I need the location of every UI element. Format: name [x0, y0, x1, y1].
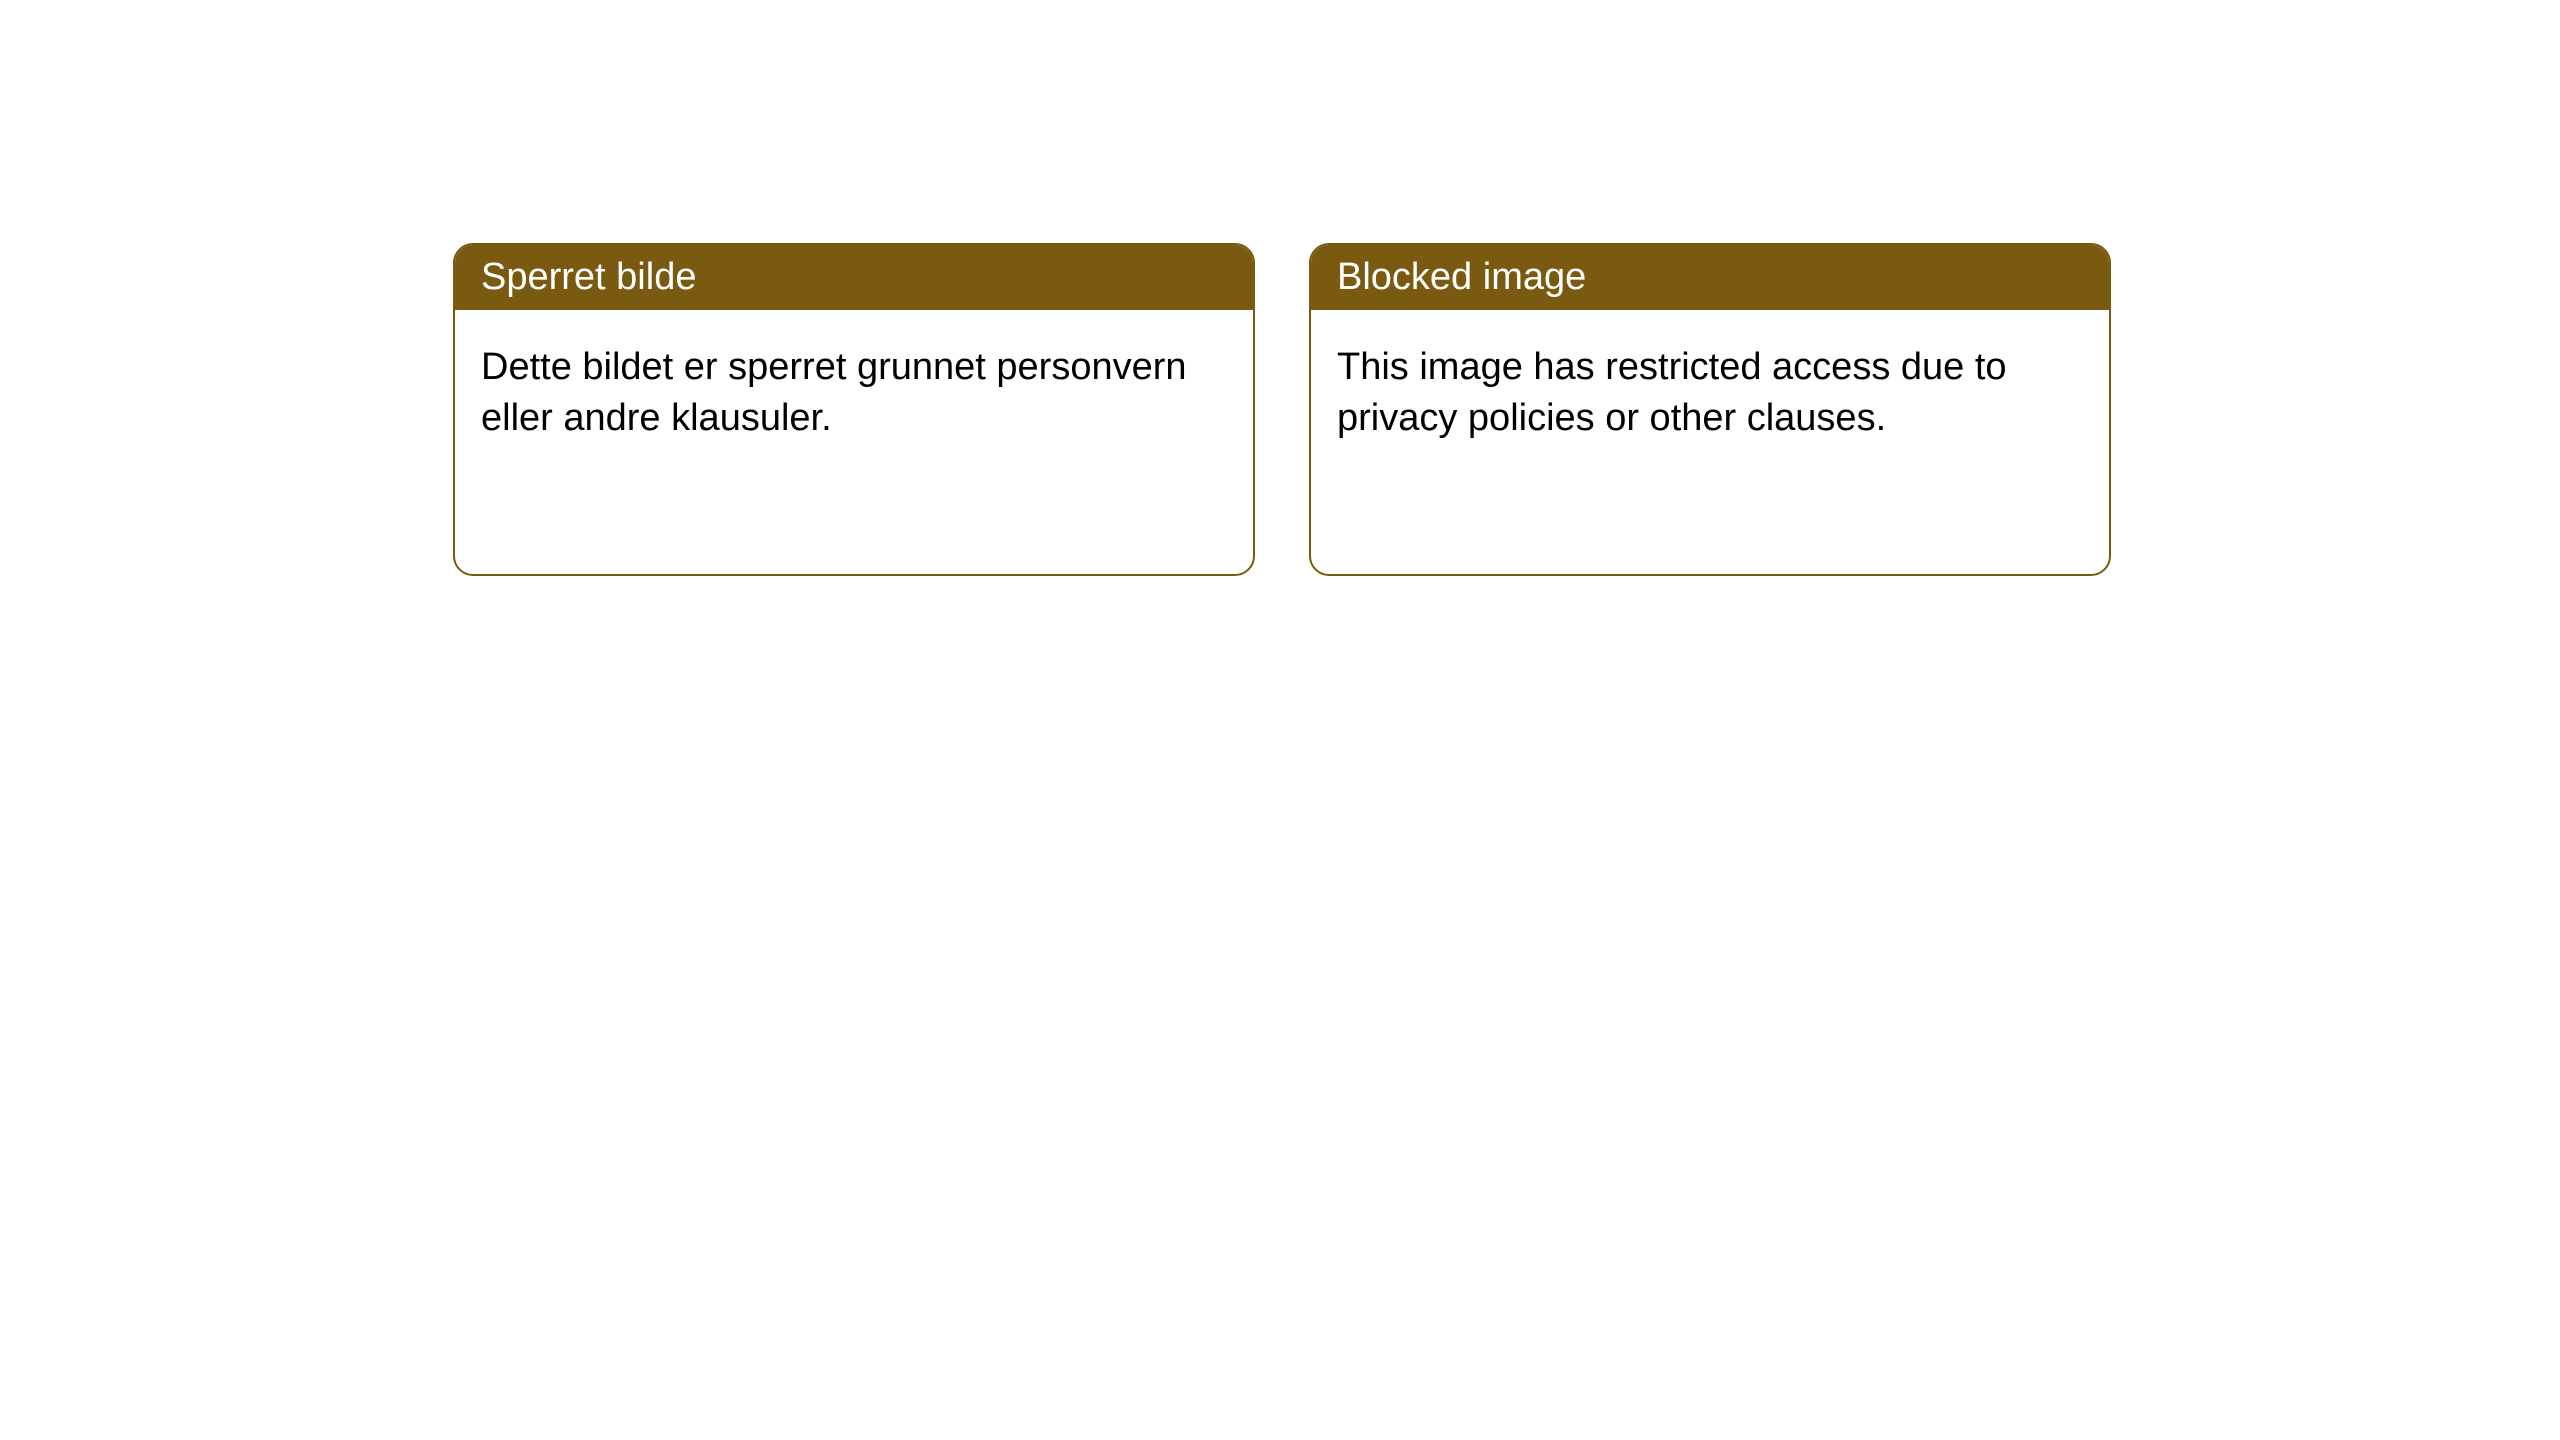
- card-body: This image has restricted access due to …: [1311, 310, 2109, 477]
- card-header: Blocked image: [1311, 245, 2109, 310]
- notice-card-norwegian: Sperret bilde Dette bildet er sperret gr…: [453, 243, 1255, 576]
- notice-container: Sperret bilde Dette bildet er sperret gr…: [453, 243, 2111, 576]
- card-title: Blocked image: [1337, 256, 1586, 298]
- card-message: This image has restricted access due to …: [1337, 346, 2007, 439]
- card-title: Sperret bilde: [481, 256, 696, 298]
- card-body: Dette bildet er sperret grunnet personve…: [455, 310, 1253, 477]
- card-header: Sperret bilde: [455, 245, 1253, 310]
- card-message: Dette bildet er sperret grunnet personve…: [481, 346, 1187, 439]
- notice-card-english: Blocked image This image has restricted …: [1309, 243, 2111, 576]
